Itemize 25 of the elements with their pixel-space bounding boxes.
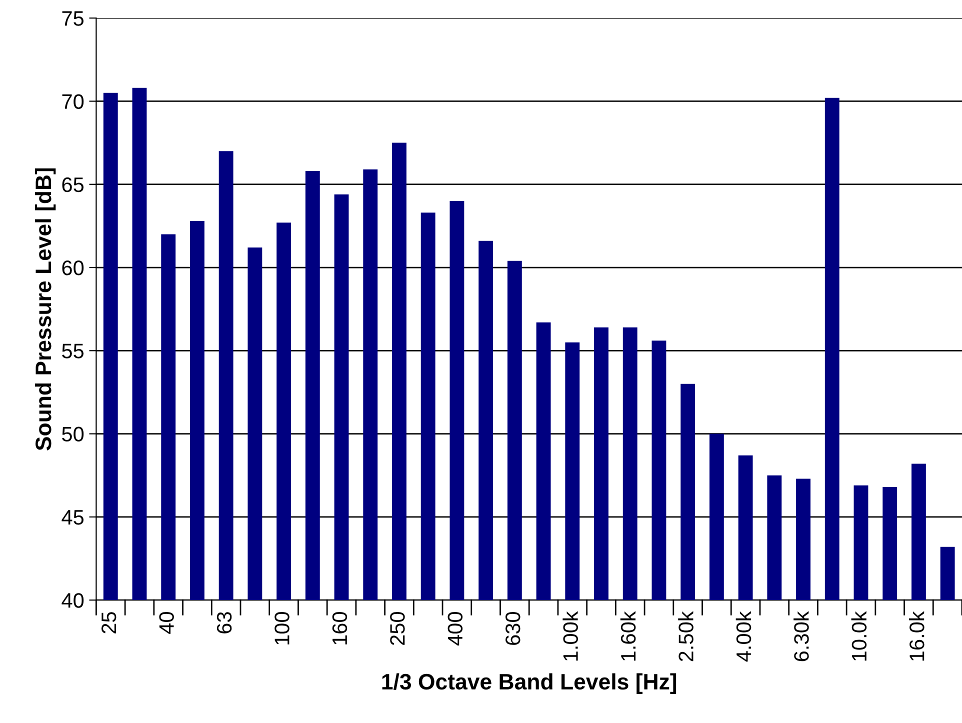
x-tick-label: 63 bbox=[216, 612, 232, 634]
x-tick-label: 16.0k bbox=[909, 611, 924, 661]
y-tick-label: 65 bbox=[62, 177, 84, 192]
y-tick-label: 60 bbox=[62, 260, 84, 276]
x-tick-label: 40 bbox=[159, 612, 174, 634]
y-tick-label: 55 bbox=[62, 344, 84, 358]
x-tick-label: 6.30k bbox=[794, 611, 809, 662]
y-axis-title: Sound Pressure Level [dB] bbox=[34, 168, 56, 450]
y-tick-label: 70 bbox=[62, 94, 84, 109]
x-tick-label: 250 bbox=[390, 612, 405, 645]
x-tick-label: 4.00k bbox=[736, 611, 752, 662]
x-axis-title: 1/3 Octave Band Levels [Hz] bbox=[382, 673, 676, 694]
y-tick-label: 45 bbox=[62, 510, 84, 525]
x-tick-label: 25 bbox=[101, 612, 116, 634]
y-tick-label: 75 bbox=[62, 11, 84, 26]
y-tick-label: 50 bbox=[62, 426, 84, 442]
x-tick-label: 10.0k bbox=[851, 611, 867, 661]
x-tick-label: 100 bbox=[274, 612, 290, 644]
y-tick-label: 40 bbox=[62, 593, 84, 608]
x-tick-label: 1.00k bbox=[562, 611, 578, 661]
x-tick-label: 160 bbox=[332, 612, 348, 644]
x-tick-label: 630 bbox=[506, 612, 520, 645]
x-tick-label: 400 bbox=[448, 612, 463, 646]
x-tick-label: 2.50k bbox=[678, 611, 694, 662]
x-tick-label: 1.60k bbox=[620, 611, 636, 661]
